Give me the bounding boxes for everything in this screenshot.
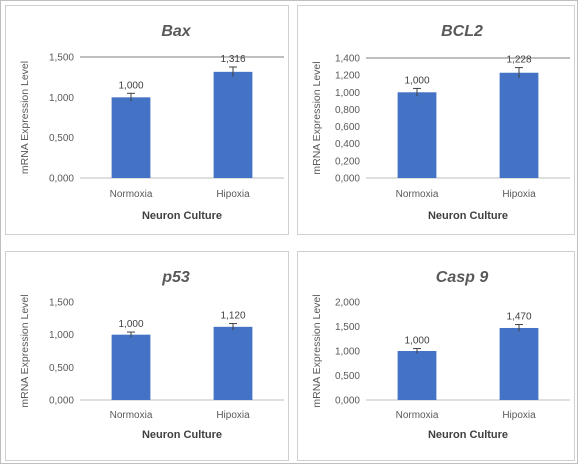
y-tick-label: 0,000: [335, 396, 360, 407]
data-label: 1,120: [220, 311, 245, 322]
y-tick-label: 1,000: [335, 88, 360, 99]
y-tick-label: 0,600: [335, 122, 360, 133]
bar: [111, 97, 151, 178]
y-tick-label: 0,500: [49, 133, 74, 144]
y-tick-label: 0,500: [49, 363, 74, 374]
bar: [397, 351, 437, 400]
data-label: 1,000: [118, 319, 143, 330]
y-axis-title: mRNA Expression Level: [311, 294, 323, 407]
y-tick-label: 1,500: [49, 53, 74, 64]
x-axis-title: Neuron Culture: [142, 210, 222, 222]
y-tick-label: 1,000: [49, 330, 74, 341]
chart-panel-bax: Bax 0,000 0,500 1,000 1,500 1,000 Normoxia 1,31…: [5, 5, 289, 235]
x-tick-label: Hipoxia: [216, 410, 250, 421]
x-tick-label: Hipoxia: [216, 189, 250, 200]
chart-panel-casp9: Casp 9 0,000 0,500 1,000 1,500 2,000 1,000 Norm…: [297, 251, 575, 461]
data-label: 1,000: [404, 75, 429, 86]
data-label: 1,000: [404, 336, 429, 347]
chart-panel-p53: p53 0,000 0,500 1,000 1,500 1,000 Normoxia 1,12…: [5, 251, 289, 461]
data-label: 1,228: [506, 55, 531, 66]
chart-bcl2: BCL2 0,000 0,200 0,400 0,600 0,800 1,000 1,200 1…: [311, 23, 570, 222]
bar: [499, 72, 539, 178]
chart-title: Bax: [161, 23, 191, 40]
data-label: 1,316: [220, 54, 245, 65]
y-tick-label: 1,200: [335, 71, 360, 82]
y-axis-title: mRNA Expression Level: [19, 294, 31, 407]
y-tick-label: 0,000: [49, 174, 74, 185]
chart-bax: Bax 0,000 0,500 1,000 1,500 1,000 Normoxia 1,31…: [19, 23, 284, 222]
x-axis-title: Neuron Culture: [428, 429, 508, 441]
chart-title: BCL2: [441, 23, 483, 40]
y-tick-label: 2,000: [335, 298, 360, 309]
y-tick-label: 1,500: [49, 298, 74, 309]
chart-title: p53: [161, 269, 190, 286]
bar: [111, 334, 151, 400]
y-tick-label: 0,200: [335, 156, 360, 167]
chart-panel-bcl2: BCL2 0,000 0,200 0,400 0,600 0,800 1,000 1,200 1…: [297, 5, 575, 235]
y-tick-label: 0,500: [335, 371, 360, 382]
chart-casp9: Casp 9 0,000 0,500 1,000 1,500 2,000 1,000 Norm…: [311, 269, 570, 441]
bar: [213, 326, 253, 400]
bar: [213, 71, 253, 178]
y-tick-label: 1,000: [335, 347, 360, 358]
data-label: 1,470: [506, 312, 531, 323]
x-tick-label: Normoxia: [396, 410, 439, 421]
bar: [397, 92, 437, 178]
y-tick-label: 0,800: [335, 105, 360, 116]
bar: [499, 327, 539, 400]
chart-title: Casp 9: [436, 269, 489, 286]
y-tick-label: 1,400: [335, 54, 360, 65]
y-tick-label: 1,500: [335, 322, 360, 333]
y-axis-title: mRNA Expression Level: [19, 61, 31, 174]
x-axis-title: Neuron Culture: [428, 210, 508, 222]
y-tick-label: 1,000: [49, 93, 74, 104]
x-tick-label: Normoxia: [396, 189, 439, 200]
x-tick-label: Hipoxia: [502, 189, 536, 200]
y-tick-label: 0,000: [335, 174, 360, 185]
x-tick-label: Normoxia: [110, 189, 153, 200]
y-tick-label: 0,000: [49, 396, 74, 407]
data-label: 1,000: [118, 80, 143, 91]
x-tick-label: Normoxia: [110, 410, 153, 421]
chart-p53: p53 0,000 0,500 1,000 1,500 1,000 Normoxia 1,12…: [19, 269, 284, 441]
y-axis-title: mRNA Expression Level: [311, 61, 323, 174]
y-tick-label: 0,400: [335, 139, 360, 150]
x-tick-label: Hipoxia: [502, 410, 536, 421]
x-axis-title: Neuron Culture: [142, 429, 222, 441]
